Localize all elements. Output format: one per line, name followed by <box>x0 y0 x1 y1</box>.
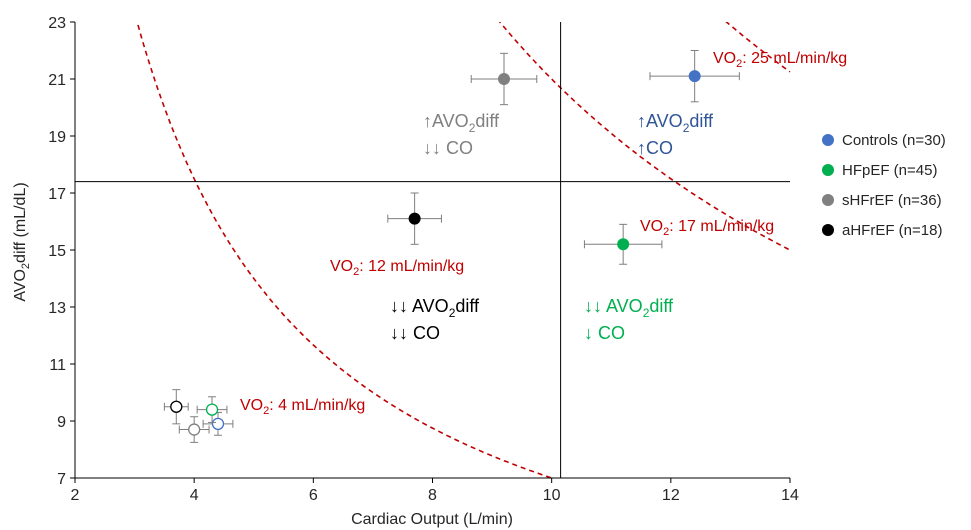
y-tick-label: 11 <box>49 357 66 374</box>
y-axis-label-main: AVO <box>12 269 29 302</box>
quadrant-annotation-line: ↑CO <box>637 138 673 158</box>
data-point-group <box>178 416 210 443</box>
legend-marker <box>822 134 834 146</box>
data-point-group <box>163 389 189 425</box>
iso-curve-label-4: VO2: 4 mL/min/kg <box>240 397 365 417</box>
data-point-group <box>470 52 538 106</box>
annotations: ↑AVO2diff ↓↓ CO ↑AVO2diff ↑CO ↓↓ AVO2diff ↓↓ … <box>390 111 714 343</box>
x-tick-label: 8 <box>428 487 437 504</box>
quadrant-annotation-line: ↓↓ AVO2diff <box>584 296 674 320</box>
quadrant-annotation-line: ↓↓ CO <box>423 138 473 158</box>
data-point-group <box>649 50 740 103</box>
y-tick-label: 19 <box>48 129 66 146</box>
y-axis-label-sub: 2 <box>20 263 32 269</box>
legend-label: aHFrEF (n=18) <box>842 222 942 239</box>
quadrant-annotation-line: ↑AVO2diff <box>637 111 714 135</box>
axes: 2 4 6 8 10 12 14 7 9 11 13 15 17 19 21 23 <box>48 15 799 504</box>
y-axis-label-tail: diff (mL/dL) <box>12 182 29 263</box>
data-points <box>163 50 740 443</box>
y-tick-label: 7 <box>57 471 66 488</box>
x-tick-label: 14 <box>781 487 799 504</box>
x-tick-label: 6 <box>309 487 318 504</box>
x-axis-label: Cardiac Output (L/min) <box>351 511 513 528</box>
data-point-open <box>211 417 225 431</box>
reference-lines <box>75 22 790 478</box>
data-point <box>498 73 510 85</box>
y-tick-label: 21 <box>48 72 66 89</box>
data-point-group <box>583 223 663 265</box>
iso-curve-label-12: VO2: 12 mL/min/kg <box>330 258 464 278</box>
legend-marker <box>822 164 834 176</box>
x-tick-label: 12 <box>662 487 680 504</box>
y-axis-label: AVO2diff (mL/dL) <box>12 182 32 301</box>
legend-label: sHFrEF (n=36) <box>842 192 942 209</box>
quadrant-annotation-line: ↓↓ AVO2diff <box>390 296 480 320</box>
data-point-group <box>202 411 234 436</box>
y-tick-label: 23 <box>48 15 66 32</box>
legend: Controls (n=30) HFpEF (n=45) sHFrEF (n=36)… <box>822 132 946 239</box>
iso-curves: VO2: 4 mL/min/kg VO2: 12 mL/min/kg VO2: 17… <box>136 22 847 478</box>
iso-curve-label-17: VO2: 17 mL/min/kg <box>640 218 774 238</box>
data-point-open <box>188 423 201 436</box>
legend-marker <box>822 194 834 206</box>
data-point-group <box>387 192 442 245</box>
data-point-group <box>196 396 228 423</box>
y-tick-label: 13 <box>48 300 66 317</box>
y-tick-label: 9 <box>57 414 66 431</box>
data-point <box>688 70 701 83</box>
iso-curve-4 <box>136 22 555 478</box>
y-tick-label: 17 <box>48 186 66 203</box>
quadrant-annotation-line: ↓ CO <box>584 323 625 343</box>
data-point-open <box>170 400 183 413</box>
iso-curve-label-25: VO2: 25 mL/min/kg <box>713 50 847 70</box>
quadrant-annotation-line: ↓↓ CO <box>390 323 440 343</box>
legend-label: Controls (n=30) <box>842 132 946 149</box>
y-tick-label: 15 <box>48 243 66 260</box>
data-point-open <box>205 403 219 416</box>
data-point <box>617 238 630 251</box>
legend-marker <box>822 224 834 236</box>
iso-curve-17 <box>725 22 791 73</box>
iso-curve-12 <box>498 22 791 251</box>
x-tick-label: 2 <box>71 487 80 504</box>
x-tick-label: 4 <box>190 487 199 504</box>
legend-label: HFpEF (n=45) <box>842 162 937 179</box>
x-tick-label: 10 <box>543 487 561 504</box>
quadrant-annotation-line: ↑AVO2diff <box>423 111 500 135</box>
data-point <box>408 212 421 225</box>
